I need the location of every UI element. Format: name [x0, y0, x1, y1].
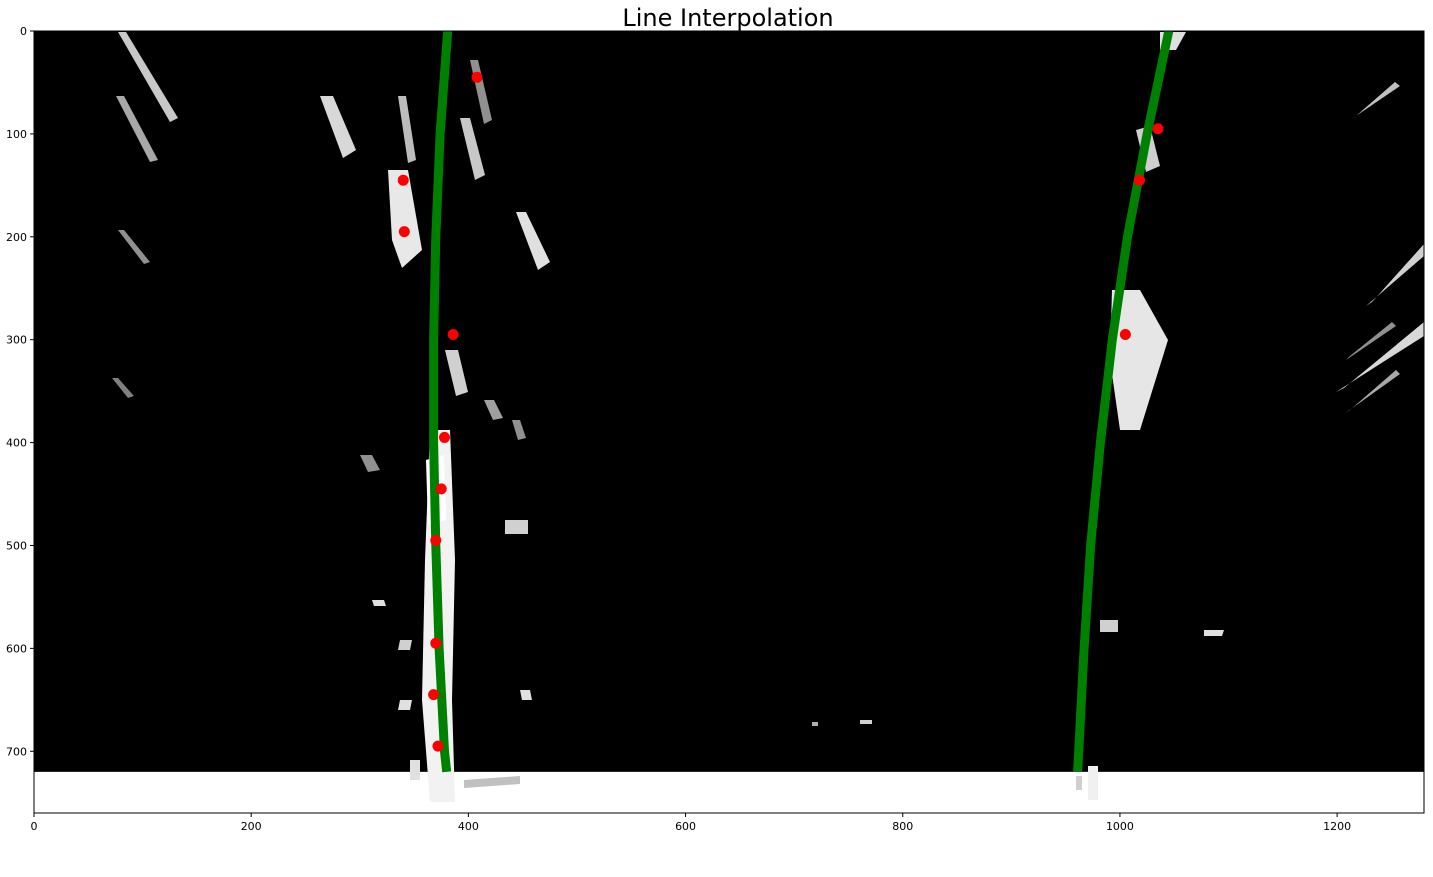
mask-blob — [1076, 776, 1082, 790]
data-point — [1119, 329, 1131, 341]
fit-line-2 — [1073, 31, 1174, 773]
mask-blob — [118, 230, 150, 264]
mask-blob — [112, 378, 134, 398]
mask-blob — [118, 32, 178, 122]
mask-blob — [460, 118, 485, 180]
data-point — [435, 483, 447, 495]
data-point — [428, 689, 440, 701]
mask-blob — [398, 700, 412, 710]
y-tick-label: 300 — [6, 334, 27, 347]
mask-blob — [1344, 370, 1400, 414]
mask-blob — [812, 722, 818, 726]
mask-blob — [860, 720, 872, 724]
y-tick-label: 500 — [6, 539, 27, 552]
mask-blob — [410, 760, 420, 780]
mask-blob — [1350, 82, 1400, 120]
mask-blob — [1088, 766, 1098, 800]
data-point — [438, 431, 450, 443]
x-tick-label: 800 — [892, 820, 913, 833]
y-tick-label: 200 — [6, 231, 27, 244]
lane-mask-image — [34, 31, 1424, 772]
data-point — [397, 174, 409, 186]
y-tick-label: 400 — [6, 437, 27, 450]
mask-blob — [1110, 290, 1168, 430]
data-point — [1133, 174, 1145, 186]
fit-line-1 — [429, 31, 453, 773]
mask-blob — [388, 170, 422, 268]
axes-frame — [33, 30, 1425, 814]
mask-blob — [484, 400, 503, 420]
chart-title: Line Interpolation — [622, 4, 833, 32]
mask-blob — [1346, 322, 1396, 360]
data-point — [471, 71, 483, 83]
mask-blob — [398, 640, 412, 650]
data-point — [430, 534, 442, 546]
mask-blob — [464, 776, 520, 788]
data-point — [1152, 123, 1164, 135]
mask-blob — [116, 96, 158, 162]
mask-blob — [398, 96, 416, 163]
mask-blob — [520, 690, 532, 700]
mask-blob — [360, 455, 380, 472]
y-tick-label: 100 — [6, 128, 27, 141]
y-axis: 0 100 200 300 400 500 600 700 — [6, 25, 34, 758]
x-tick-label: 200 — [241, 820, 262, 833]
mask-blob — [512, 420, 526, 440]
mask-blob — [505, 520, 528, 534]
x-tick-label: 1000 — [1106, 820, 1134, 833]
data-point — [398, 226, 410, 238]
x-tick-label: 600 — [675, 820, 696, 833]
data-point — [447, 329, 459, 341]
y-tick-label: 0 — [20, 25, 27, 38]
mask-blob — [1204, 630, 1224, 636]
x-tick-label: 0 — [31, 820, 38, 833]
y-tick-label: 700 — [6, 745, 27, 758]
mask-blob — [445, 350, 468, 396]
mask-blob — [516, 212, 550, 270]
mask-blob — [1100, 620, 1118, 632]
x-tick-label: 1200 — [1323, 820, 1351, 833]
mask-blob — [372, 600, 386, 606]
data-point — [432, 740, 444, 752]
data-point — [430, 637, 442, 649]
y-tick-label: 600 — [6, 642, 27, 655]
x-axis: 0 200 400 600 800 1000 1200 — [31, 813, 1351, 833]
mask-blob — [320, 96, 356, 158]
x-tick-label: 400 — [458, 820, 479, 833]
